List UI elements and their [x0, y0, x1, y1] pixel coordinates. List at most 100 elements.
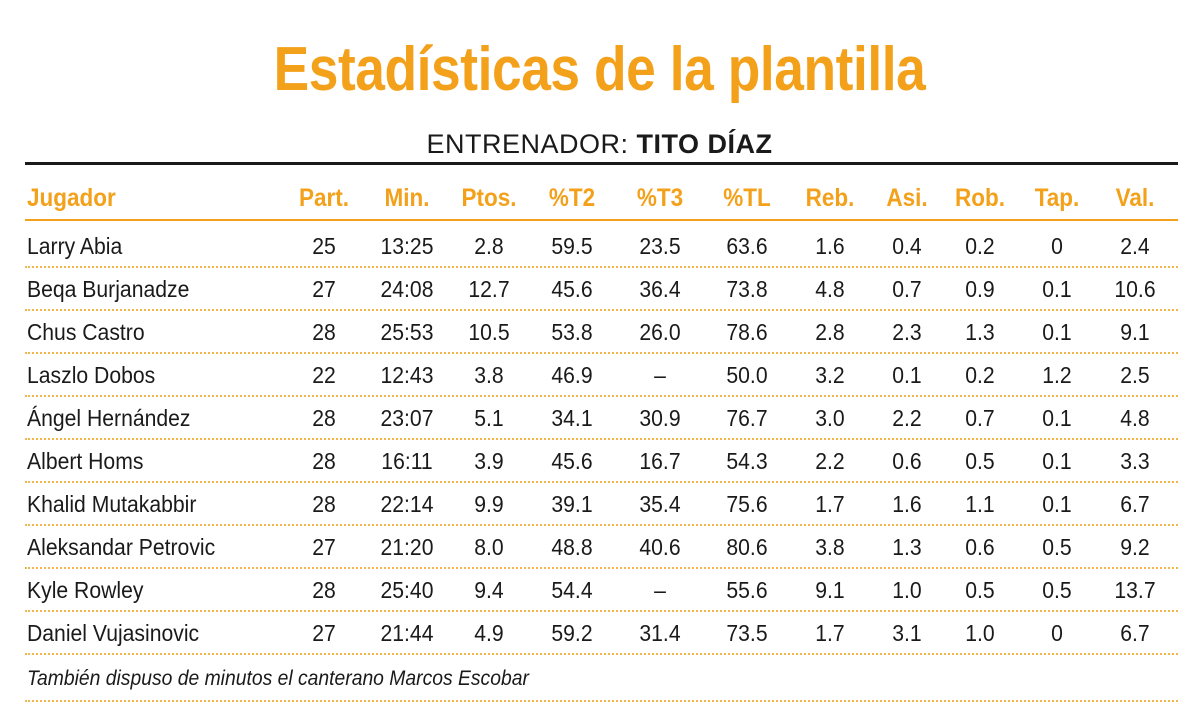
cell-minutes: 24:08 [380, 276, 434, 302]
cell-ft-pct: 50.0 [726, 362, 768, 388]
cell-blocks: 0.1 [1042, 448, 1072, 474]
header-t3-pct: %T3 [636, 184, 684, 212]
header-steals: Rob. [954, 184, 1005, 212]
cell-ft-pct: 76.7 [726, 405, 768, 431]
cell-assists: 3.1 [892, 620, 922, 646]
cell-t3-pct: 23.5 [639, 233, 681, 259]
header-t2-pct: %T2 [548, 184, 596, 212]
cell-blocks: 0 [1051, 233, 1063, 259]
header-points: Ptos. [461, 184, 517, 212]
cell-points: 4.9 [474, 620, 504, 646]
cell-rebounds: 2.2 [815, 448, 845, 474]
cell-rebounds: 1.6 [815, 233, 845, 259]
cell-minutes: 13:25 [380, 233, 434, 259]
table-row: Ángel Hernández 28 23:07 5.1 34.1 30.9 76.7 3.0… [25, 397, 1178, 440]
cell-rebounds: 9.1 [815, 577, 845, 603]
cell-steals: 0.9 [965, 276, 995, 302]
cell-player-name: Ángel Hernández [27, 405, 191, 431]
cell-rebounds: 4.8 [815, 276, 845, 302]
cell-games: 28 [312, 405, 336, 431]
cell-ft-pct: 80.6 [726, 534, 768, 560]
cell-blocks: 0.1 [1042, 491, 1072, 517]
cell-rating: 13.7 [1114, 577, 1156, 603]
coach-name: TITO DÍAZ [636, 129, 773, 159]
cell-t3-pct: 36.4 [639, 276, 681, 302]
cell-t3-pct: 31.4 [639, 620, 681, 646]
cell-minutes: 16:11 [381, 448, 433, 474]
table-row: Kyle Rowley 28 25:40 9.4 54.4 – 55.6 9.1 1.0 0.5 0… [25, 569, 1178, 612]
cell-player-name: Kyle Rowley [27, 577, 144, 603]
cell-ft-pct: 73.5 [726, 620, 768, 646]
cell-points: 3.8 [474, 362, 504, 388]
cell-steals: 0.2 [965, 362, 995, 388]
cell-t2-pct: 46.9 [551, 362, 593, 388]
cell-blocks: 0.1 [1042, 319, 1072, 345]
cell-steals: 1.1 [965, 491, 995, 517]
cell-steals: 0.5 [965, 577, 995, 603]
table-row: Aleksandar Petrovic 27 21:20 8.0 48.8 40.6 80.… [25, 526, 1178, 569]
footnote: También dispuso de minutos el canterano … [27, 667, 529, 690]
cell-games: 22 [312, 362, 336, 388]
table-row: Larry Abia 25 13:25 2.8 59.5 23.5 63.6 1.6 0.4 0.… [25, 225, 1178, 268]
cell-steals: 0.7 [965, 405, 995, 431]
header-rebounds: Reb. [805, 184, 855, 212]
header-divider [25, 219, 1178, 221]
cell-player-name: Albert Homs [27, 448, 144, 474]
stats-table-body: Larry Abia 25 13:25 2.8 59.5 23.5 63.6 1.6 0.4 0.… [0, 225, 1199, 655]
cell-points: 3.9 [474, 448, 504, 474]
cell-t2-pct: 34.1 [551, 405, 593, 431]
cell-blocks: 0.5 [1042, 577, 1072, 603]
cell-t3-pct: – [654, 577, 666, 603]
cell-minutes: 25:40 [380, 577, 434, 603]
header-player-name: Jugador [27, 184, 116, 212]
cell-blocks: 1.2 [1042, 362, 1072, 388]
cell-rating: 6.7 [1120, 620, 1150, 646]
cell-assists: 0.4 [892, 233, 922, 259]
bottom-divider [25, 700, 1178, 702]
table-row: Khalid Mutakabbir 28 22:14 9.9 39.1 35.4 75.6 1… [25, 483, 1178, 526]
cell-ft-pct: 78.6 [726, 319, 768, 345]
cell-games: 28 [312, 319, 336, 345]
cell-games: 27 [312, 620, 336, 646]
table-row: Chus Castro 28 25:53 10.5 53.8 26.0 78.6 2.8 2.3… [25, 311, 1178, 354]
cell-player-name: Larry Abia [27, 233, 123, 259]
cell-rating: 4.8 [1120, 405, 1150, 431]
cell-blocks: 0.1 [1042, 405, 1072, 431]
cell-rebounds: 3.2 [815, 362, 845, 388]
cell-points: 8.0 [474, 534, 504, 560]
cell-assists: 2.2 [892, 405, 922, 431]
cell-assists: 0.1 [892, 362, 922, 388]
cell-assists: 1.6 [892, 491, 922, 517]
cell-player-name: Khalid Mutakabbir [27, 491, 197, 517]
cell-rating: 9.2 [1120, 534, 1150, 560]
cell-games: 27 [312, 276, 336, 302]
header-ft-pct: %TL [723, 184, 771, 212]
cell-t3-pct: – [654, 362, 666, 388]
cell-t3-pct: 40.6 [639, 534, 681, 560]
cell-t2-pct: 59.5 [551, 233, 593, 259]
cell-rating: 10.6 [1114, 276, 1156, 302]
cell-assists: 0.6 [892, 448, 922, 474]
cell-points: 9.9 [474, 491, 504, 517]
cell-points: 2.8 [474, 233, 504, 259]
cell-rebounds: 3.8 [815, 534, 845, 560]
cell-points: 12.7 [468, 276, 510, 302]
cell-steals: 1.3 [965, 319, 995, 345]
cell-minutes: 25:53 [380, 319, 434, 345]
cell-player-name: Beqa Burjanadze [27, 276, 190, 302]
cell-player-name: Chus Castro [27, 319, 145, 345]
cell-games: 28 [312, 491, 336, 517]
cell-games: 27 [312, 534, 336, 560]
cell-points: 9.4 [474, 577, 504, 603]
header-rating: Val. [1115, 184, 1155, 212]
cell-games: 25 [312, 233, 336, 259]
cell-player-name: Aleksandar Petrovic [27, 534, 216, 560]
table-row: Laszlo Dobos 22 12:43 3.8 46.9 – 50.0 3.2 0.1 0.2… [25, 354, 1178, 397]
cell-t2-pct: 54.4 [551, 577, 593, 603]
cell-steals: 0.2 [965, 233, 995, 259]
cell-assists: 1.0 [892, 577, 922, 603]
cell-t2-pct: 39.1 [551, 491, 593, 517]
cell-blocks: 0.1 [1042, 276, 1072, 302]
header-games: Part. [298, 184, 350, 212]
cell-rating: 9.1 [1120, 319, 1150, 345]
